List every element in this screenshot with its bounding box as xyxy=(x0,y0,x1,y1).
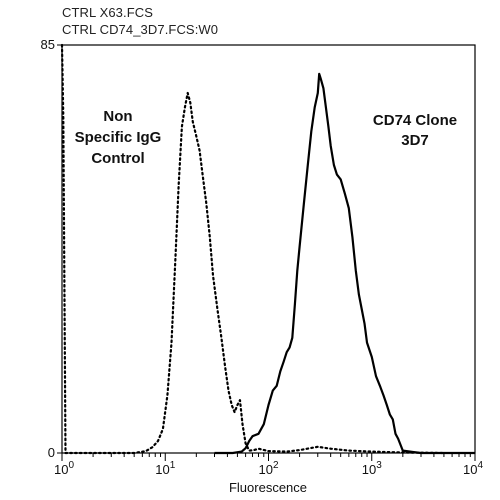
x-axis-label: Fluorescence xyxy=(229,480,307,495)
clone-histogram-line xyxy=(214,72,475,455)
x-tick-label: 102 xyxy=(258,460,278,477)
clone-annotation-line: CD74 Clone xyxy=(373,112,457,129)
annotation-clone: CD74 Clone 3D7 xyxy=(373,112,457,149)
x-tick-label: 103 xyxy=(362,460,382,477)
y-tick-label: 85 xyxy=(41,37,55,52)
x-tick-label: 100 xyxy=(54,460,74,477)
control-annotation-line: Control xyxy=(91,150,144,167)
y-axis: 0 85 xyxy=(41,37,62,460)
plot-frame xyxy=(61,44,476,454)
file-label-1: CTRL X63.FCS xyxy=(62,5,154,20)
x-axis: 100 101 102 103 104 xyxy=(54,453,483,477)
histogram-curves xyxy=(60,43,475,455)
control-annotation-line: Non xyxy=(103,108,132,125)
annotation-control: Non Specific IgG Control xyxy=(75,108,162,167)
clone-annotation-line: 3D7 xyxy=(401,132,429,149)
control-histogram-line xyxy=(60,43,445,455)
control-annotation-line: Specific IgG xyxy=(75,129,162,146)
y-tick-label: 0 xyxy=(48,445,55,460)
x-tick-label: 104 xyxy=(463,460,483,477)
x-tick-label: 101 xyxy=(155,460,175,477)
file-label-2: CTRL CD74_3D7.FCS:W0 xyxy=(62,22,219,37)
